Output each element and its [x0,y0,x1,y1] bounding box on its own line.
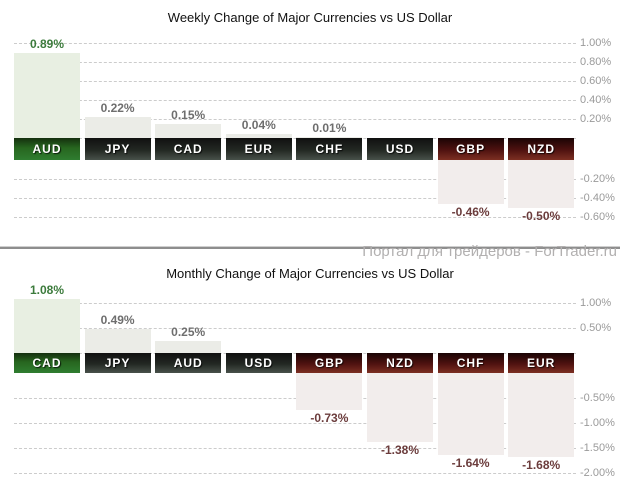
y-axis-tick-label: -1.00% [580,417,615,429]
currency-label-box: NZD [367,353,433,373]
gridline [14,217,576,218]
y-axis-tick-label: 1.00% [580,297,612,309]
currency-label-box: EUR [508,353,575,373]
currency-label-box: AUD [155,353,222,373]
gridline [14,328,576,329]
zero-gridline [14,138,576,139]
monthly-chart-title: Monthly Change of Major Currencies vs US… [166,266,454,281]
currency-label-box: CHF [437,353,504,373]
bar-value-label: -1.68% [522,458,561,472]
gridline [14,119,576,120]
y-axis-tick-label: -0.50% [580,392,615,404]
monthly-change-chart: Monthly Change of Major Currencies vs US… [0,258,620,491]
gridline [14,81,576,82]
bar-value-label: 0.25% [171,324,206,339]
weekly-change-chart: Weekly Change of Major Currencies vs US … [0,0,620,245]
y-axis-tick-label: 0.40% [580,94,612,106]
bar-value-label: -0.46% [451,204,490,219]
y-axis-tick-label: 1.00% [580,37,612,49]
positive-bar [296,137,363,138]
gridline [14,62,576,63]
currency-label-box: JPY [84,353,151,373]
gridline [14,398,576,399]
bar-value-label: 0.22% [100,101,135,116]
currency-label-box: EUR [225,138,292,160]
watermark-text: Портал для трейдеров - ForTrader.ru [362,243,617,260]
currency-label-box: JPY [84,138,151,160]
bar-value-label: 0.89% [29,37,65,52]
currency-label-box: AUD [14,138,80,160]
positive-bar [14,53,80,138]
positive-bar [155,340,222,353]
section-divider [0,246,620,250]
gridline [14,473,576,474]
negative-bar [367,373,433,442]
positive-bar [155,123,222,138]
positive-bar [84,117,151,138]
currency-label-box: CHF [296,138,363,160]
currency-label-box: NZD [508,138,575,160]
gridline [14,303,576,304]
positive-bar [84,328,151,353]
negative-bar [508,373,575,457]
gridline [14,448,576,449]
currency-label-box: USD [225,353,292,373]
y-axis-tick-label: -1.50% [580,442,615,454]
positive-bar [225,134,292,138]
positive-bar [14,299,80,353]
currency-label-box: GBP [437,138,504,160]
y-axis-tick-label: 0.20% [580,113,612,125]
y-axis-tick-label: -0.20% [580,173,615,185]
y-axis-tick-label: -2.00% [580,467,615,479]
weekly-chart-title: Weekly Change of Major Currencies vs US … [167,10,453,25]
gridline [14,43,576,44]
gridline [14,198,576,199]
bar-value-label: 0.15% [171,107,206,122]
y-axis-tick-label: 0.80% [580,56,612,68]
currency-label-box: GBP [296,353,363,373]
bar-value-label: -0.50% [522,208,561,223]
bar-value-label: -1.64% [451,456,490,470]
y-axis-tick-label: 0.50% [580,322,612,334]
bar-value-label: -0.73% [310,410,349,425]
negative-bar [437,160,504,204]
gridline [14,100,576,101]
y-axis-tick-label: 0.60% [580,75,612,87]
zero-gridline [14,353,576,354]
gridline [14,423,576,424]
currency-label-box: CAD [14,353,80,373]
y-axis-tick-label: -0.60% [580,211,615,223]
negative-bar [437,373,504,455]
currency-label-box: CAD [155,138,222,160]
bar-value-label: 1.08% [29,283,65,297]
bar-value-label: 0.01% [312,121,347,136]
negative-bar [508,160,575,208]
negative-bar [296,373,363,410]
currency-label-box: USD [367,138,433,160]
y-axis-tick-label: -0.40% [580,192,615,204]
bar-value-label: 0.49% [100,312,135,327]
bar-value-label: 0.04% [241,118,276,133]
gridline [14,179,576,180]
bar-value-label: -1.38% [380,443,420,457]
